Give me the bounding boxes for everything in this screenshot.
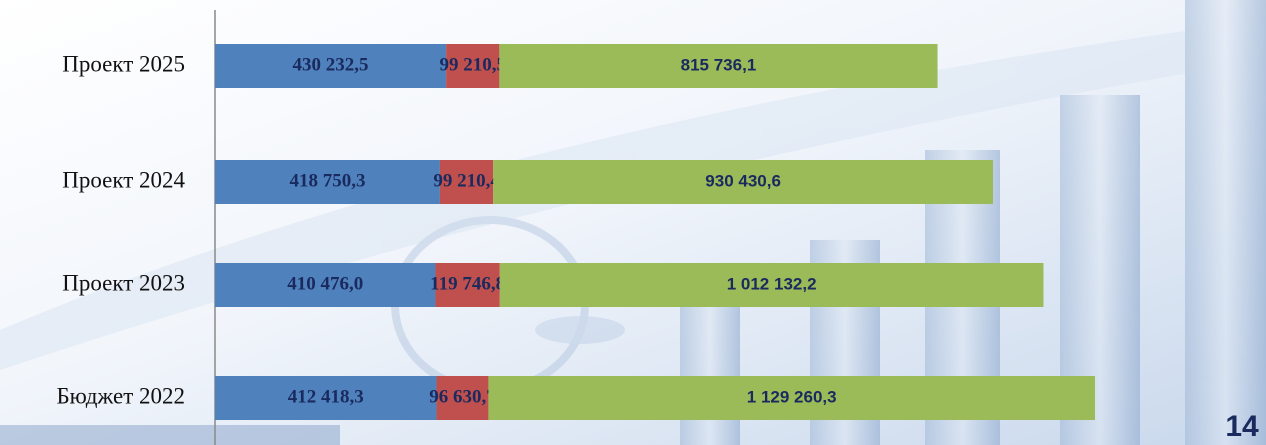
value-label: 1 129 260,3 bbox=[747, 387, 837, 406]
bar-segment bbox=[499, 44, 938, 88]
value-label: 96 630,7 bbox=[429, 386, 496, 407]
category-label: Проект 2023 bbox=[62, 270, 185, 295]
value-label: 815 736,1 bbox=[681, 55, 757, 74]
bar-segment bbox=[435, 263, 500, 307]
page-number: 14 bbox=[1225, 410, 1259, 443]
value-label: 412 418,3 bbox=[288, 386, 364, 407]
value-label: 930 430,6 bbox=[705, 171, 781, 190]
value-label: 119 746,8 bbox=[430, 273, 505, 294]
bar-segment bbox=[499, 263, 1044, 307]
bar-segment bbox=[446, 44, 500, 88]
value-label: 418 750,3 bbox=[289, 170, 365, 191]
bar-segment bbox=[488, 376, 1095, 420]
bar-segment bbox=[493, 160, 993, 204]
category-label: Бюджет 2022 bbox=[56, 383, 185, 408]
value-label: 1 012 132,2 bbox=[727, 274, 817, 293]
value-label: 99 210,4 bbox=[433, 170, 500, 191]
bar-segment bbox=[215, 160, 440, 204]
bar-segment bbox=[215, 376, 437, 420]
category-label: Проект 2024 bbox=[62, 167, 185, 192]
bar-segment bbox=[215, 44, 447, 88]
category-label: Проект 2025 bbox=[62, 51, 185, 76]
bar-segment bbox=[436, 376, 489, 420]
value-label: 99 210,5 bbox=[439, 54, 506, 75]
bar-segment bbox=[215, 263, 436, 307]
bar-segment bbox=[439, 160, 494, 204]
value-label: 410 476,0 bbox=[287, 273, 363, 294]
value-label: 430 232,5 bbox=[293, 54, 369, 75]
